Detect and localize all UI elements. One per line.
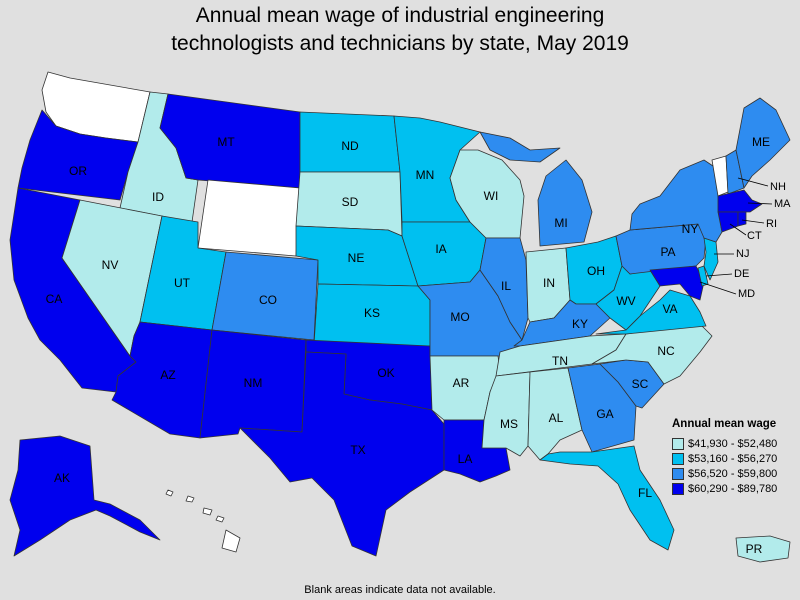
label-la: LA	[458, 452, 473, 466]
legend-item: $41,930 - $52,480	[672, 436, 777, 451]
legend-swatch-1	[672, 437, 684, 450]
map-legend: Annual mean wage $41,930 - $52,480 $53,1…	[672, 418, 777, 496]
label-ar: AR	[453, 376, 470, 390]
label-or: OR	[69, 164, 87, 178]
label-wv: WV	[616, 294, 635, 308]
label-nj: NJ	[736, 248, 749, 260]
label-ms: MS	[500, 417, 518, 431]
label-sd: SD	[342, 195, 359, 209]
legend-label-3: $56,520 - $59,800	[688, 467, 778, 480]
label-ak: AK	[54, 471, 70, 485]
label-ne: NE	[348, 251, 365, 265]
label-al: AL	[549, 411, 564, 425]
label-de: DE	[734, 268, 749, 280]
label-md: MD	[738, 288, 755, 300]
state-wi[interactable]	[449, 149, 525, 239]
leader-ri	[741, 219, 765, 224]
legend-label-1: $41,930 - $52,480	[688, 437, 778, 450]
title-line-1: Annual mean wage of industrial engineeri…	[195, 4, 605, 27]
label-fl: FL	[638, 486, 652, 500]
label-mt: MT	[217, 135, 235, 149]
state-pr[interactable]	[735, 535, 791, 563]
label-oh: OH	[587, 264, 605, 278]
label-pr: PR	[746, 542, 763, 556]
label-il: IL	[501, 279, 511, 293]
state-mi[interactable]	[479, 131, 593, 247]
label-tn: TN	[552, 354, 568, 368]
leader-ct	[729, 223, 747, 236]
legend-swatch-3	[672, 467, 684, 480]
legend-item: $60,290 - $89,780	[672, 481, 777, 496]
label-ca: CA	[46, 292, 63, 306]
legend-swatch-2	[672, 452, 684, 465]
state-tx[interactable]	[239, 351, 445, 557]
label-in: IN	[543, 276, 555, 290]
label-nm: NM	[244, 376, 263, 390]
state-ak[interactable]	[9, 435, 161, 557]
leader-ma	[747, 202, 773, 205]
label-ri: RI	[766, 218, 777, 230]
label-ky: KY	[572, 317, 588, 331]
leader-md	[699, 281, 737, 295]
map-title: Annual mean wage of industrial engineeri…	[0, 2, 800, 58]
label-ny: NY	[682, 222, 699, 236]
legend-label-2: $53,160 - $56,270	[688, 452, 778, 465]
label-mo: MO	[450, 310, 469, 324]
state-md[interactable]	[649, 265, 705, 301]
label-co: CO	[259, 293, 277, 307]
label-az: AZ	[160, 368, 175, 382]
label-mn: MN	[416, 168, 435, 182]
footnote: Blank areas indicate data not available.	[304, 584, 496, 596]
label-nh: NH	[770, 181, 786, 193]
label-ok: OK	[377, 366, 394, 380]
state-ct[interactable]	[717, 211, 739, 233]
state-nc[interactable]	[591, 323, 713, 385]
label-ma: MA	[774, 198, 791, 210]
label-me: ME	[752, 135, 770, 149]
state-de[interactable]	[697, 265, 709, 287]
label-nc: NC	[657, 344, 675, 358]
label-wi: WI	[484, 189, 499, 203]
state-fl[interactable]	[539, 445, 675, 551]
leader-de	[705, 273, 733, 277]
state-hi[interactable]	[165, 489, 241, 553]
legend-item: $56,520 - $59,800	[672, 466, 777, 481]
label-ut: UT	[174, 276, 191, 290]
label-mi: MI	[554, 216, 567, 230]
label-id: ID	[152, 190, 164, 204]
label-tx: TX	[350, 443, 365, 457]
label-ia: IA	[435, 242, 446, 256]
label-nv: NV	[102, 258, 119, 272]
label-ga: GA	[596, 407, 613, 421]
legend-title: Annual mean wage	[672, 418, 777, 430]
state-wy[interactable]	[197, 179, 301, 257]
leader-nh	[737, 177, 769, 187]
state-ri[interactable]	[737, 211, 747, 227]
legend-item: $53,160 - $56,270	[672, 451, 777, 466]
title-line-2: technologists and technicians by state, …	[171, 32, 629, 55]
legend-swatch-4	[672, 482, 684, 495]
label-pa: PA	[660, 245, 675, 259]
label-ct: CT	[747, 230, 762, 242]
label-va: VA	[662, 302, 677, 316]
label-nd: ND	[341, 139, 359, 153]
label-ks: KS	[364, 306, 380, 320]
state-me[interactable]	[735, 97, 791, 189]
label-sc: SC	[632, 377, 649, 391]
legend-label-4: $60,290 - $89,780	[688, 482, 778, 495]
